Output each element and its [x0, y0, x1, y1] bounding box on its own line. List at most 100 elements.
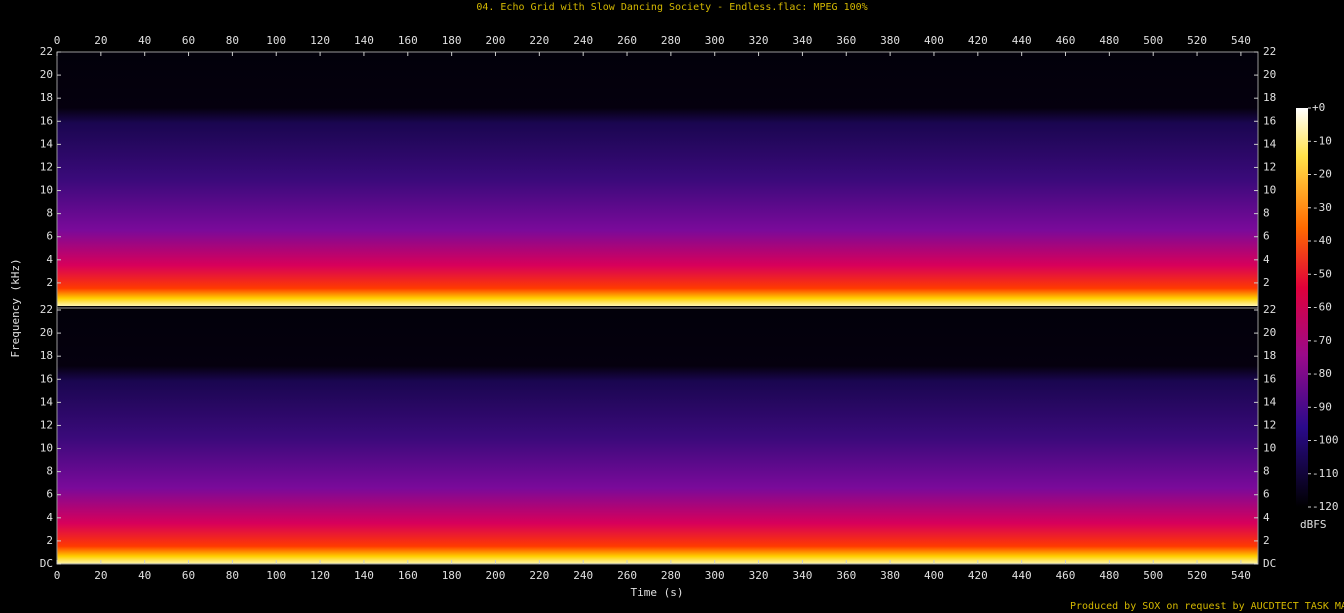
y-tick-label-right: 16 [1263, 372, 1276, 385]
x-tick-label-bottom: 100 [266, 569, 286, 582]
x-tick-label-top: 280 [661, 34, 681, 47]
x-tick-label-bottom: 240 [573, 569, 593, 582]
y-tick-label-right: 20 [1263, 68, 1276, 81]
spectrogram-right [57, 310, 1258, 564]
x-tick-label-top: 420 [968, 34, 988, 47]
x-tick-label-top: 520 [1187, 34, 1207, 47]
x-tick-label-bottom: 280 [661, 569, 681, 582]
x-tick-label-bottom: 40 [138, 569, 151, 582]
y-tick-label-right: 2 [1263, 534, 1270, 547]
spectrogram-left [57, 52, 1258, 306]
x-tick-label-top: 300 [705, 34, 725, 47]
y-tick-label-left: 4 [46, 511, 53, 524]
x-tick-label-top: 200 [486, 34, 506, 47]
x-tick-label-top: 340 [792, 34, 812, 47]
x-tick-label-top: 360 [836, 34, 856, 47]
x-tick-label-bottom: 300 [705, 569, 725, 582]
y-tick-label-left: 16 [40, 114, 53, 127]
x-tick-label-top: 220 [529, 34, 549, 47]
colorbar [1296, 108, 1308, 507]
y-tick-label-left: 6 [46, 230, 53, 243]
y-tick-label-left: 20 [40, 68, 53, 81]
y-tick-label-right: 2 [1263, 276, 1270, 289]
y-tick-label-right: 6 [1263, 230, 1270, 243]
x-tick-label-bottom: 60 [182, 569, 195, 582]
x-tick-label-bottom: 400 [924, 569, 944, 582]
x-tick-label-top: 400 [924, 34, 944, 47]
x-tick-label-top: 460 [1056, 34, 1076, 47]
colorbar-tick-label: -120 [1312, 500, 1339, 513]
x-tick-label-top: 120 [310, 34, 330, 47]
y-tick-label-right: 10 [1263, 442, 1276, 455]
colorbar-tick-label: -100 [1312, 434, 1339, 447]
y-tick-label-left: 16 [40, 372, 53, 385]
x-tick-label-bottom: 260 [617, 569, 637, 582]
colorbar-tick-label: -20 [1312, 168, 1332, 181]
x-tick-label-bottom: 80 [226, 569, 239, 582]
y-tick-label-right: DC [1263, 557, 1276, 570]
y-tick-label-right: 20 [1263, 326, 1276, 339]
x-tick-label-bottom: 120 [310, 569, 330, 582]
y-tick-label-left: 2 [46, 276, 53, 289]
x-tick-label-bottom: 540 [1231, 569, 1251, 582]
x-tick-label-bottom: 320 [749, 569, 769, 582]
x-tick-label-bottom: 0 [54, 569, 61, 582]
colorbar-tick-label: -110 [1312, 467, 1339, 480]
x-tick-label-bottom: 220 [529, 569, 549, 582]
y-tick-label-left: 2 [46, 534, 53, 547]
y-tick-label-right: 6 [1263, 488, 1270, 501]
y-tick-label-left: 18 [40, 349, 53, 362]
y-tick-label-left: 14 [40, 137, 54, 150]
y-tick-label-right: 10 [1263, 184, 1276, 197]
colorbar-tick-label: -50 [1312, 267, 1332, 280]
colorbar-label: dBFS [1300, 518, 1327, 531]
x-tick-label-top: 140 [354, 34, 374, 47]
y-tick-label-left: 18 [40, 91, 53, 104]
y-tick-label-left: 10 [40, 442, 53, 455]
colorbar-tick-label: -70 [1312, 334, 1332, 347]
y-tick-label-right: 22 [1263, 45, 1276, 58]
x-axis-label: Time (s) [631, 586, 684, 599]
x-tick-label-top: 380 [880, 34, 900, 47]
y-tick-label-right: 14 [1263, 395, 1277, 408]
colorbar-tick-label: -60 [1312, 301, 1332, 314]
y-tick-label-left: 20 [40, 326, 53, 339]
y-tick-label-left: DC [40, 557, 53, 570]
y-tick-label-right: 22 [1263, 303, 1276, 316]
x-tick-label-top: 160 [398, 34, 418, 47]
x-tick-label-top: 440 [1012, 34, 1032, 47]
colorbar-tick-label: -10 [1312, 134, 1332, 147]
x-tick-label-top: 0 [54, 34, 61, 47]
y-tick-label-left: 8 [46, 465, 53, 478]
y-tick-label-right: 8 [1263, 207, 1270, 220]
y-tick-label-right: 12 [1263, 160, 1276, 173]
colorbar-tick-label: -90 [1312, 400, 1332, 413]
x-tick-label-bottom: 380 [880, 569, 900, 582]
y-tick-label-left: 8 [46, 207, 53, 220]
x-tick-label-bottom: 200 [486, 569, 506, 582]
x-tick-label-top: 40 [138, 34, 151, 47]
x-tick-label-bottom: 420 [968, 569, 988, 582]
colorbar-tick-label: +0 [1312, 101, 1325, 114]
y-tick-label-right: 4 [1263, 511, 1270, 524]
x-tick-label-bottom: 140 [354, 569, 374, 582]
y-tick-label-left: 22 [40, 303, 53, 316]
credit: Produced by SOX on request by AUCDTECT T… [1070, 601, 1344, 612]
chart-title: 04. Echo Grid with Slow Dancing Society … [476, 2, 867, 13]
y-tick-label-right: 16 [1263, 114, 1276, 127]
y-tick-label-right: 8 [1263, 465, 1270, 478]
colorbar-tick-label: -80 [1312, 367, 1332, 380]
x-tick-label-bottom: 360 [836, 569, 856, 582]
colorbar-tick-label: -40 [1312, 234, 1332, 247]
y-tick-label-right: 4 [1263, 253, 1270, 266]
x-tick-label-top: 80 [226, 34, 239, 47]
x-tick-label-bottom: 440 [1012, 569, 1032, 582]
x-tick-label-bottom: 20 [94, 569, 107, 582]
y-tick-label-left: 10 [40, 184, 53, 197]
x-tick-label-top: 240 [573, 34, 593, 47]
x-tick-label-top: 100 [266, 34, 286, 47]
x-tick-label-bottom: 460 [1056, 569, 1076, 582]
y-tick-label-left: 12 [40, 160, 53, 173]
y-tick-label-left: 22 [40, 45, 53, 58]
